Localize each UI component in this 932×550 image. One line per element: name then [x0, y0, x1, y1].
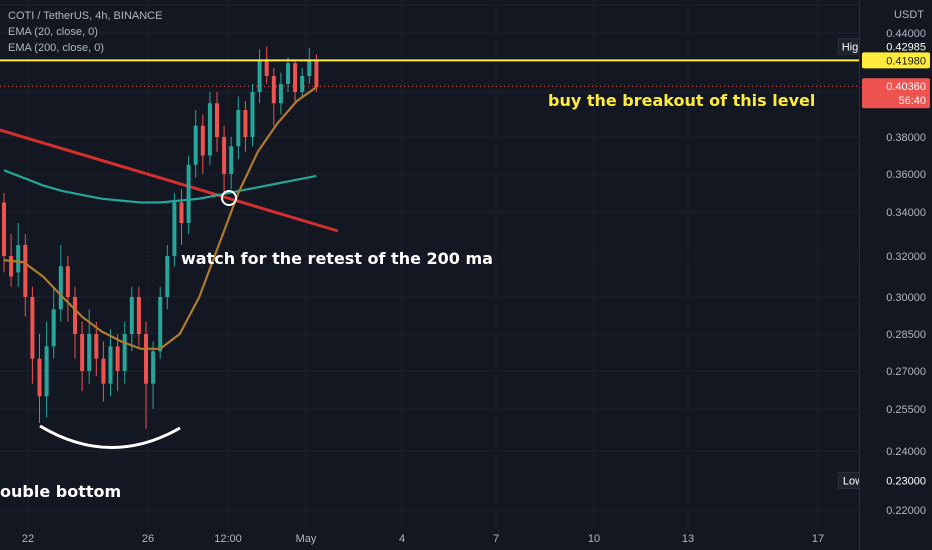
candle-body [264, 60, 269, 76]
annotation-double-bottom[interactable]: ouble bottom [0, 482, 122, 501]
candle-body [87, 334, 92, 371]
x-tick-label: 10 [588, 533, 600, 545]
y-tick-label: 0.38000 [886, 132, 926, 144]
candle-body [222, 137, 227, 174]
x-tick-label: 12:00 [214, 533, 242, 545]
candle-body [136, 297, 141, 334]
level-value: 0.41980 [886, 55, 926, 67]
legend-symbol[interactable]: COTI / TetherUS, 4h, BINANCE [8, 10, 163, 22]
candle-body [278, 84, 283, 104]
low-value: 0.23000 [886, 476, 926, 488]
candle-body [229, 146, 234, 174]
y-tick-label: 0.44000 [886, 28, 926, 40]
candle-body [37, 358, 42, 397]
candle-body [307, 60, 312, 76]
x-tick-label: 7 [493, 533, 499, 545]
annotation-retest[interactable]: watch for the retest of the 200 ma [181, 249, 493, 268]
y-tick-label: 0.30000 [886, 292, 926, 304]
legend-ema200[interactable]: EMA (200, close, 0) [8, 42, 104, 54]
candle-body [300, 76, 305, 92]
y-tick-label: 0.22000 [886, 505, 926, 517]
candle-body [94, 334, 99, 359]
low-value-bg [862, 472, 930, 489]
high-value: 0.42985 [886, 42, 926, 54]
x-tick-label: 13 [682, 533, 694, 545]
candle-body [16, 245, 21, 273]
candle-body [286, 63, 290, 84]
candle-body [250, 92, 255, 137]
price-axis-labels: USDT 0.44000 0.38000 0.36000 0.34000 0.32000 0… [862, 9, 930, 517]
y-tick-label: 0.32000 [886, 251, 926, 263]
currency-label: USDT [894, 9, 924, 21]
low-tag: Low [843, 476, 863, 488]
candle-body [51, 309, 56, 347]
double-bottom-arc [39, 424, 181, 449]
y-tick-label: 0.36000 [886, 169, 926, 181]
y-tick-label: 0.24000 [886, 446, 926, 458]
candle-body [243, 110, 248, 137]
high-value-bg [862, 38, 930, 55]
candle-body [30, 297, 35, 359]
x-tick-label: 4 [399, 533, 405, 545]
candle-body [293, 63, 298, 92]
level-value-bg [862, 52, 930, 69]
candle-body [151, 351, 156, 384]
candle-body [314, 60, 319, 88]
y-tick-label: 0.28500 [886, 329, 926, 341]
candle-body [115, 346, 120, 371]
candle-body [101, 358, 106, 384]
candle-body [144, 334, 148, 384]
y-tick-label: 0.34000 [886, 207, 926, 219]
candle-body [179, 202, 184, 223]
candle-body [2, 202, 6, 256]
countdown: 56:40 [898, 95, 926, 107]
ema20-line [3, 86, 318, 350]
candle-body [165, 256, 170, 297]
candle-body [122, 334, 127, 371]
candle-body [186, 164, 191, 223]
candle-body [129, 297, 134, 334]
x-tick-label: May [296, 533, 317, 545]
x-tick-label: 22 [22, 533, 34, 545]
chart-legend: COTI / TetherUS, 4h, BINANCE EMA (20, cl… [8, 8, 162, 56]
last-price-badge [862, 78, 930, 109]
x-tick-label: 26 [142, 533, 154, 545]
candle-body [58, 266, 63, 310]
candle-body [80, 334, 85, 371]
candle-body [236, 110, 241, 147]
ema200-line [3, 169, 317, 204]
last-value: 0.40360 [886, 81, 926, 93]
annotation-breakout[interactable]: buy the breakout of this level [548, 91, 816, 110]
candle-body [23, 245, 28, 297]
retest-marker-icon [221, 190, 237, 206]
candle-body [215, 103, 219, 137]
candle-body [73, 297, 77, 334]
trendline [0, 128, 339, 233]
candle-body [207, 103, 212, 156]
legend-ema20[interactable]: EMA (20, close, 0) [8, 26, 98, 38]
high-tag: High [842, 42, 865, 54]
candle-body [172, 202, 177, 256]
y-tick-label: 0.25500 [886, 404, 926, 416]
candle-body [108, 346, 113, 384]
candle-body [9, 256, 14, 277]
candle-body [65, 266, 70, 297]
x-tick-label: 17 [812, 533, 824, 545]
candle-body [200, 125, 205, 156]
candle-body [44, 346, 49, 397]
candle-body [271, 76, 276, 104]
candle-body [257, 60, 262, 92]
y-tick-label: 0.27000 [886, 366, 926, 378]
candle-body [158, 297, 163, 352]
candle-body [193, 125, 198, 165]
